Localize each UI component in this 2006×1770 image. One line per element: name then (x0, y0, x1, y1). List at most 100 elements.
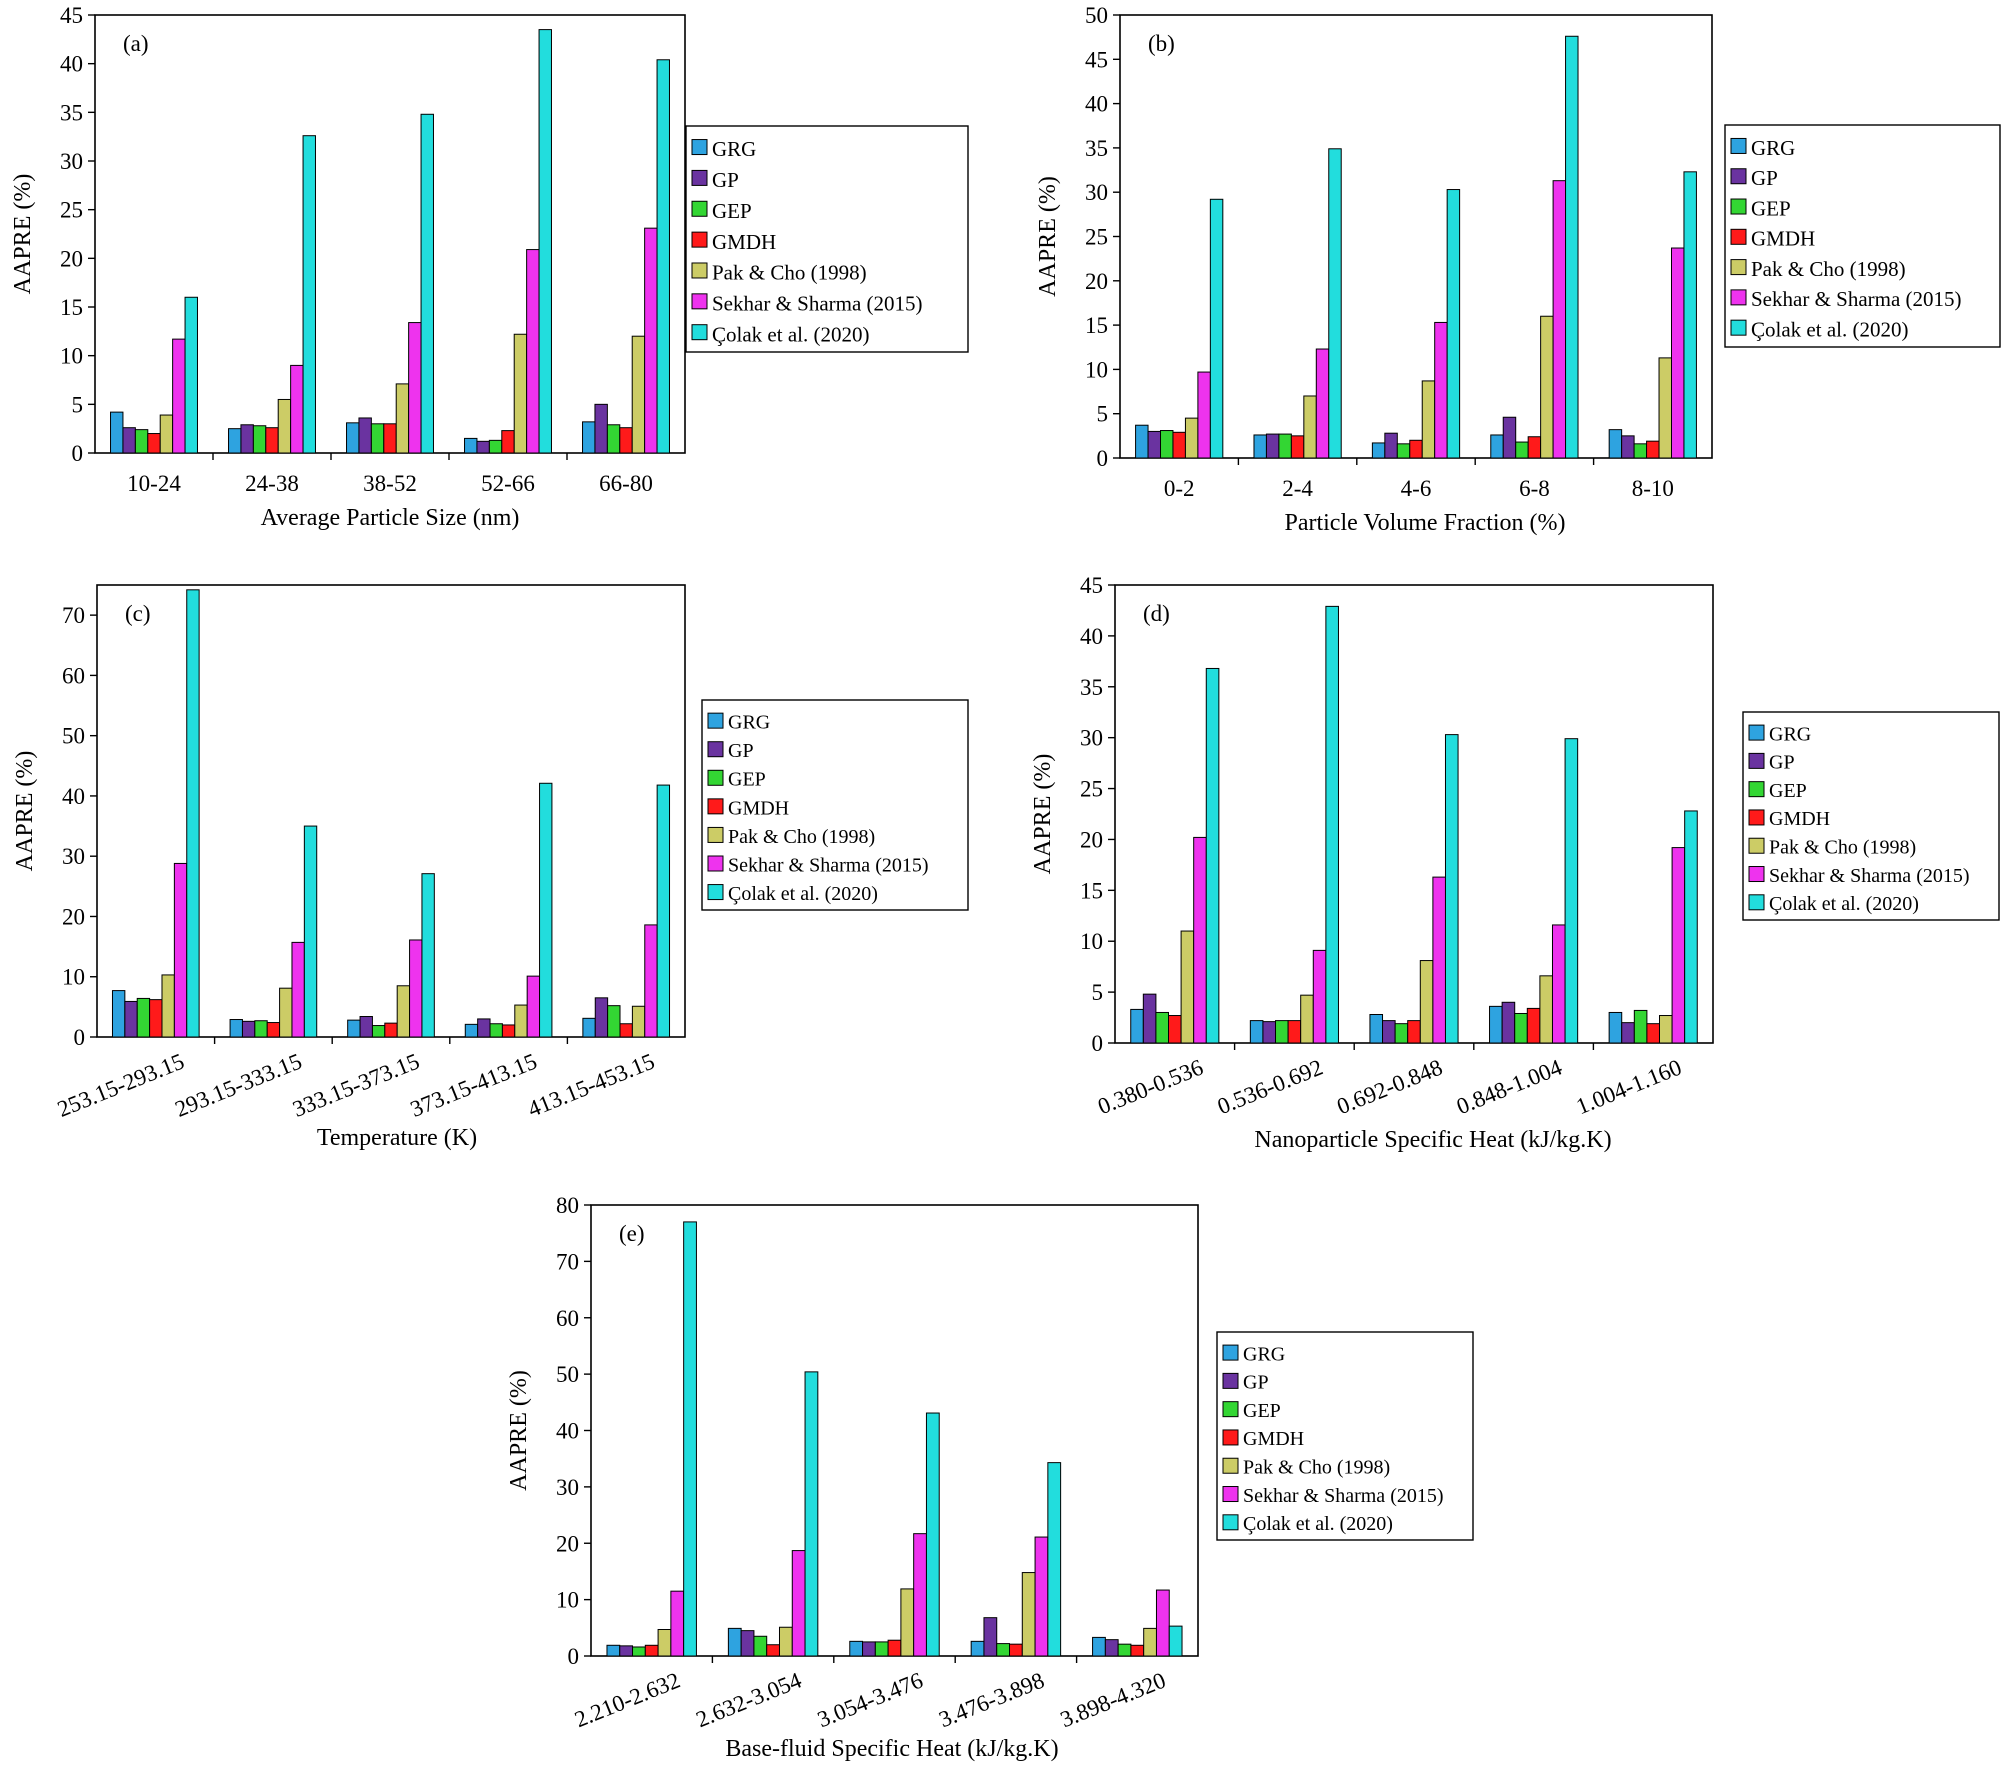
bar-sekhar-sharma-2015-10-24 (172, 338, 186, 454)
bar-pak-cho-1998-3.054-3.476 (900, 1588, 915, 1657)
y-axis-label: AAPRE (%) (1030, 754, 1056, 875)
y-tick-label: 50 (556, 1362, 579, 1387)
y-tick-label: 0 (1097, 446, 1109, 471)
bar-grg-0.380-0.536 (1130, 1008, 1144, 1044)
bar-sekhar-sharma-2015-38-52 (408, 322, 422, 454)
bar-gep-373.15-413.15 (489, 1023, 503, 1038)
legend-entry: Sekhar & Sharma (2015) (712, 292, 923, 316)
y-tick-label: 20 (1080, 827, 1103, 852)
bar-gmdh-66-80 (619, 427, 633, 454)
bar-sekhar-sharma-2015-3.054-3.476 (913, 1533, 927, 1657)
bar-gep-0.380-0.536 (1155, 1011, 1170, 1044)
y-tick-label: 70 (62, 603, 85, 628)
bar-sekhar-sharma-2015-52-66 (526, 249, 540, 454)
legend-entry: GEP (1243, 1400, 1281, 1422)
bar-gmdh-2.632-3.054 (766, 1644, 780, 1657)
legend: GRG GP GEP GMDH Pak & Cho (1998) Sekhar & Sha… (701, 699, 969, 911)
legend-swatch (1748, 752, 1765, 769)
y-tick-label: 60 (62, 663, 85, 688)
x-tick-label: 2.632-3.054 (693, 1667, 806, 1732)
legend-entry: Çolak et al. (2020) (1243, 1513, 1393, 1535)
legend-entry: Sekhar & Sharma (2015) (1751, 287, 1962, 311)
bar--olak-et-al-2020-0-2 (1209, 198, 1224, 459)
x-axis-label: Base-fluid Specific Heat (kJ/kg.K) (725, 1736, 1058, 1762)
bar-gep-38-52 (370, 423, 385, 454)
y-tick-label: 0 (568, 1644, 580, 1669)
legend-swatch (1222, 1429, 1239, 1446)
x-tick-label: 1.004-1.160 (1573, 1054, 1685, 1119)
bar-grg-0.692-0.848 (1369, 1014, 1384, 1044)
bar-gp-0.380-0.536 (1142, 993, 1157, 1044)
bar--olak-et-al-2020-373.15-413.15 (539, 782, 553, 1038)
legend-box (1742, 711, 2000, 921)
bar-gep-24-38 (252, 425, 267, 454)
bar--olak-et-al-2020-2.632-3.054 (804, 1371, 819, 1657)
legend-swatch (707, 712, 724, 729)
y-tick-label: 45 (1085, 47, 1108, 72)
bar-pak-cho-1998-413.15-453.15 (631, 1005, 646, 1038)
bar-grg-293.15-333.15 (229, 1019, 243, 1038)
bar--olak-et-al-2020-38-52 (420, 113, 434, 454)
bar-gp-1.004-1.160 (1621, 1022, 1635, 1044)
bar-gmdh-0.380-0.536 (1168, 1015, 1182, 1044)
bar-gp-10-24 (122, 427, 136, 454)
panel-label: (a) (123, 31, 149, 56)
bar-grg-253.15-293.15 (111, 990, 126, 1038)
legend-entry: GRG (1769, 723, 1811, 745)
y-tick-label: 20 (60, 246, 83, 271)
x-tick-label: 8-10 (1632, 476, 1674, 501)
bar-pak-cho-1998-6-8 (1540, 315, 1554, 459)
bar--olak-et-al-2020-24-38 (302, 135, 316, 454)
x-tick-label: 0.380-0.536 (1094, 1054, 1206, 1119)
bar--olak-et-al-2020-3.898-4.320 (1168, 1625, 1183, 1657)
bar-gmdh-413.15-453.15 (619, 1023, 633, 1038)
legend-swatch (691, 169, 708, 186)
legend-swatch (1222, 1344, 1239, 1361)
bar-grg-373.15-413.15 (464, 1023, 479, 1038)
legend-entry: Çolak et al. (2020) (712, 322, 869, 346)
bar-gp-3.054-3.476 (862, 1641, 876, 1657)
y-axis-label: AAPRE (%) (1035, 176, 1061, 297)
legend-swatch (1222, 1372, 1239, 1389)
bar--olak-et-al-2020-52-66 (538, 29, 552, 454)
bar-pak-cho-1998-38-52 (395, 383, 410, 454)
x-tick-label: 0.536-0.692 (1214, 1054, 1326, 1119)
bar-pak-cho-1998-0.536-0.692 (1300, 994, 1314, 1044)
bar-gep-1.004-1.160 (1633, 1009, 1648, 1044)
bar-gp-3.476-3.898 (983, 1617, 998, 1657)
bar--olak-et-al-2020-2.210-2.632 (683, 1221, 697, 1657)
y-tick-label: 40 (556, 1419, 579, 1444)
bar-gmdh-24-38 (265, 427, 279, 454)
bar--olak-et-al-2020-0.536-0.692 (1325, 605, 1339, 1044)
bar-pak-cho-1998-253.15-293.15 (161, 974, 175, 1038)
legend-swatch (1222, 1401, 1239, 1418)
legend-entry: Pak & Cho (1998) (728, 826, 875, 848)
legend-entry: Çolak et al. (2020) (1769, 893, 1919, 915)
x-tick-label: 3.898-4.320 (1057, 1667, 1169, 1732)
bar-pak-cho-1998-1.004-1.160 (1658, 1015, 1673, 1044)
bar-grg-24-38 (228, 428, 242, 454)
bar-gp-0.692-0.848 (1382, 1020, 1396, 1044)
x-tick-label: 52-66 (481, 471, 535, 496)
bar-grg-2.632-3.054 (727, 1627, 742, 1657)
bar-gmdh-3.476-3.898 (1009, 1643, 1023, 1657)
bar-sekhar-sharma-2015-373.15-413.15 (526, 975, 541, 1038)
legend-swatch (1730, 198, 1747, 215)
bar-pak-cho-1998-52-66 (513, 333, 528, 454)
bar-gmdh-6-8 (1527, 436, 1542, 459)
legend-swatch (1730, 137, 1747, 154)
y-tick-label: 80 (556, 1193, 579, 1218)
legend-box (685, 125, 969, 353)
y-tick-label: 0 (72, 441, 84, 466)
legend-swatch (1748, 781, 1765, 798)
bar-sekhar-sharma-2015-2.632-3.054 (791, 1550, 806, 1657)
chart-panel-c: 0 10 20 30 40 50 60 70 AAPRE (%) (c) 253.15-293.15… (12, 584, 969, 1151)
y-tick-label: 30 (60, 149, 83, 174)
bar--olak-et-al-2020-3.054-3.476 (925, 1412, 940, 1657)
x-tick-label: 3.476-3.898 (935, 1667, 1047, 1732)
bar-grg-4-6 (1371, 442, 1386, 459)
bar-gep-4-6 (1396, 443, 1411, 459)
legend-entry: GEP (728, 769, 766, 791)
bar-pak-cho-1998-3.898-4.320 (1143, 1627, 1157, 1657)
plot-frame (590, 1204, 1199, 1657)
